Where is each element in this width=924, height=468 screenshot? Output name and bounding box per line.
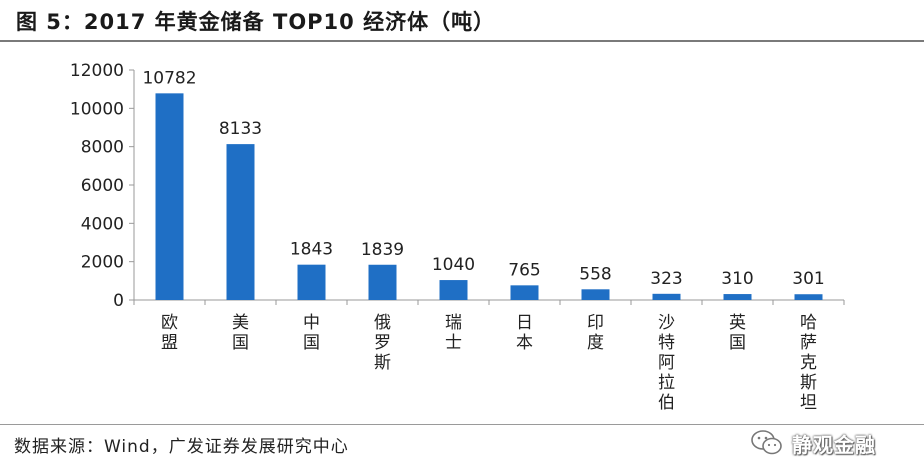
y-tick-label: 0	[113, 291, 124, 311]
wechat-icon	[751, 430, 782, 455]
category-label: 哈萨克斯坦	[800, 313, 817, 413]
category-label: 沙特阿拉伯	[658, 313, 675, 413]
data-label: 1040	[432, 255, 475, 275]
data-label: 1843	[290, 240, 333, 260]
bar	[652, 293, 681, 300]
data-label: 8133	[219, 119, 262, 139]
y-tick-label: 10000	[70, 99, 124, 119]
footer-divider	[0, 424, 924, 425]
y-tick-label: 4000	[81, 214, 124, 234]
data-label: 10782	[142, 68, 196, 88]
category-label: 印度	[587, 313, 604, 353]
y-tick-label: 8000	[81, 138, 124, 158]
bar	[368, 264, 397, 300]
bar	[297, 264, 326, 300]
bar	[155, 93, 184, 300]
category-label: 英国	[729, 313, 746, 353]
bar	[510, 285, 539, 300]
category-label: 俄罗斯	[374, 313, 391, 373]
category-label: 美国	[232, 313, 249, 353]
watermark: 静观金融	[750, 424, 918, 462]
bar	[439, 280, 468, 300]
bar	[581, 289, 610, 300]
category-label: 中国	[303, 313, 320, 353]
bar	[226, 144, 255, 300]
source-note: 数据来源：Wind，广发证券发展研究中心	[14, 437, 349, 457]
data-label: 558	[579, 264, 611, 284]
y-tick-label: 12000	[70, 61, 124, 81]
bar	[723, 294, 752, 300]
category-label: 日本	[516, 313, 533, 353]
data-label: 765	[508, 260, 540, 280]
category-label: 欧盟	[161, 313, 178, 353]
y-tick-label: 6000	[81, 176, 124, 196]
data-label: 301	[792, 269, 824, 289]
category-label: 瑞士	[445, 313, 462, 353]
data-label: 323	[650, 269, 682, 289]
chart-title: 图 5：2017 年黄金储备 TOP10 经济体（吨）	[16, 10, 496, 34]
data-label: 1839	[361, 240, 404, 260]
watermark-text: 静观金融	[792, 432, 876, 457]
bar-chart: 0 2000 4000 6000 8000 10000 12000 10782 欧盟 8133 美国…	[70, 61, 845, 413]
title-divider	[0, 40, 924, 42]
bar	[794, 294, 823, 300]
data-label: 310	[721, 269, 753, 289]
y-tick-label: 2000	[81, 253, 124, 273]
